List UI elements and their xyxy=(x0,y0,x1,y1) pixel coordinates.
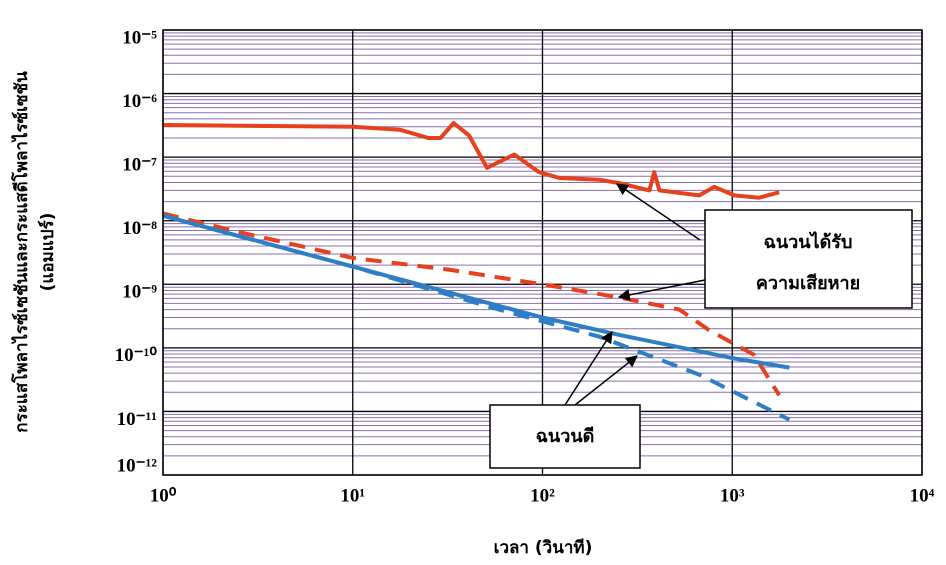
annotation-text: ความเสียหาย xyxy=(756,273,860,294)
arrow xyxy=(574,355,638,406)
series-line xyxy=(162,121,780,200)
y-tick-label: 10⁻⁷ xyxy=(122,155,157,176)
x-tick-label: 10⁴ xyxy=(910,485,935,506)
y-axis-label: กระแสโพลาไรซ์เซชันและกระแสดีโพลาไรซ์เซชั… xyxy=(11,71,32,433)
annotation-good: ฉนวนดี xyxy=(489,330,641,469)
y-axis-label: (แอมแปร์) xyxy=(37,213,58,292)
arrow xyxy=(617,279,706,301)
y-tick-label: 10⁻⁵ xyxy=(122,27,157,48)
arrow xyxy=(564,330,613,406)
annotation-text: ฉนวนได้รับ xyxy=(764,231,853,253)
y-tick-label: 10⁻⁶ xyxy=(122,91,157,112)
annotation-box xyxy=(489,404,641,469)
y-tick-label: 10⁻¹² xyxy=(117,455,158,476)
series-line xyxy=(162,213,790,370)
series-line xyxy=(162,213,791,422)
x-tick-label: 10¹ xyxy=(340,485,365,506)
series-line xyxy=(162,211,781,397)
annotation-text: ฉนวนดี xyxy=(536,426,595,447)
y-tick-label: 10⁻¹⁰ xyxy=(115,345,158,366)
y-tick-label: 10⁻⁸ xyxy=(122,218,157,239)
annotation-box xyxy=(704,209,913,309)
y-tick-label: 10⁻⁹ xyxy=(122,282,157,303)
x-tick-label: 10² xyxy=(530,485,555,506)
annotation-damaged: ฉนวนได้รับ ความเสียหาย xyxy=(616,183,913,309)
plot-frame xyxy=(162,29,923,476)
x-tick-label: 10⁰ xyxy=(150,485,177,506)
x-tick-label: 10³ xyxy=(720,485,745,506)
y-tick-label: 10⁻¹¹ xyxy=(117,409,157,430)
x-axis-label: เวลา (วินาที) xyxy=(494,537,593,558)
arrow xyxy=(616,183,701,241)
